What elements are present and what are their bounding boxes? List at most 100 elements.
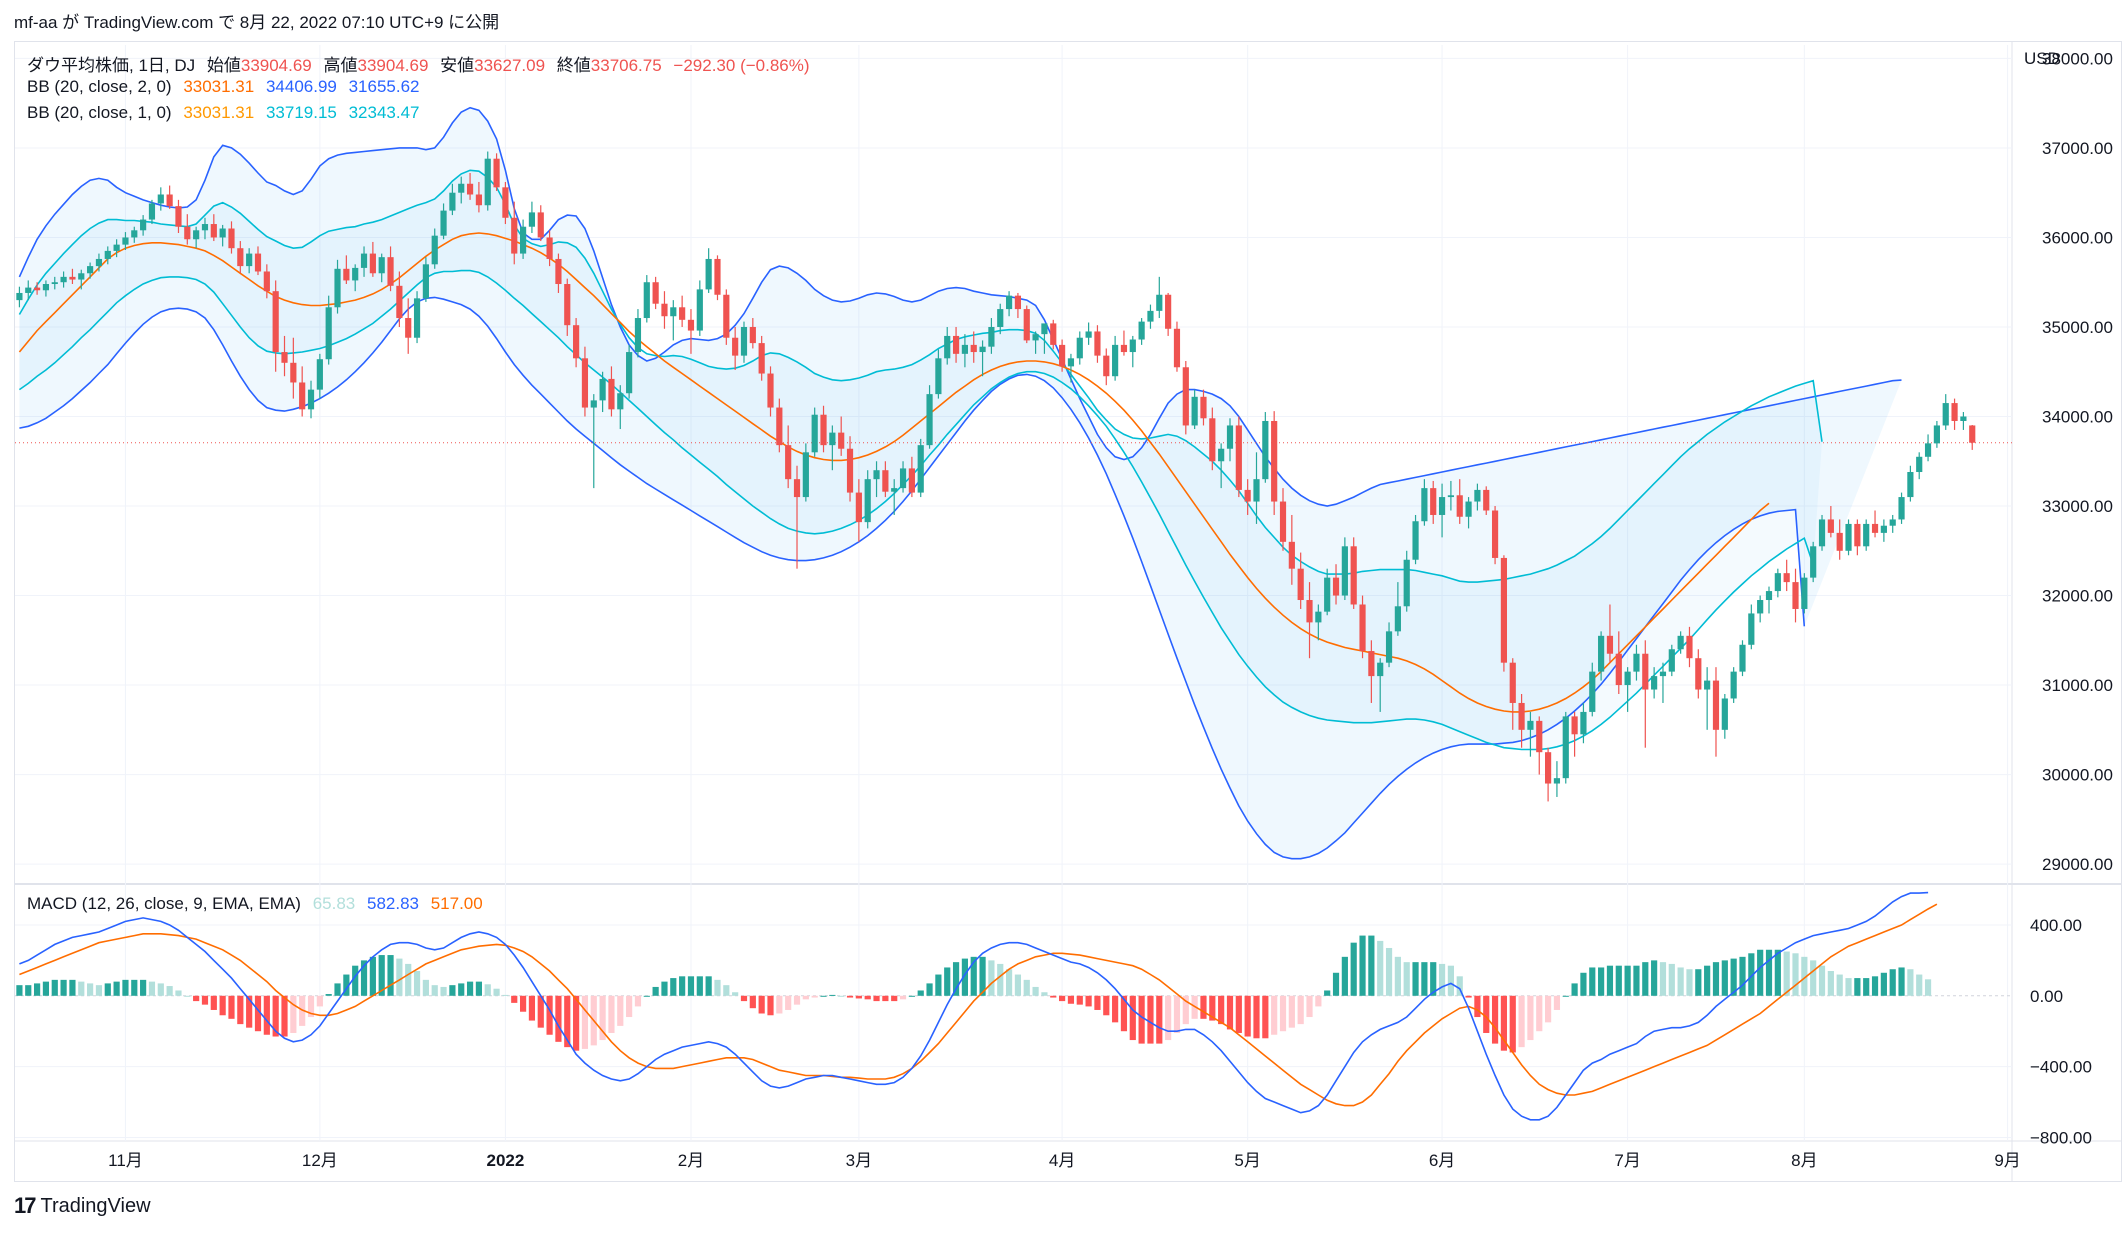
candle <box>1536 716 1543 775</box>
macd-histogram-bar <box>140 979 147 996</box>
candle-body <box>263 271 270 292</box>
candle <box>1297 552 1304 609</box>
macd-histogram-bar <box>290 995 297 1033</box>
candle-body <box>873 470 880 480</box>
candle-body <box>272 291 279 353</box>
macd-histogram-bar <box>873 995 880 1002</box>
candle-body <box>1253 479 1260 502</box>
macd-histogram-bar <box>263 995 270 1035</box>
candle-body <box>1191 396 1198 426</box>
macd-histogram-bar <box>16 985 23 996</box>
macd-histogram-bar <box>1438 963 1446 996</box>
candle <box>1898 492 1905 524</box>
macd-histogram-bar <box>581 995 589 1049</box>
bb2-legend[interactable]: BB (20, close, 2, 0) 33031.31 34406.99 3… <box>27 77 427 97</box>
candle-body <box>997 309 1004 327</box>
candle <box>891 479 898 515</box>
macd-histogram-bar <box>855 995 862 999</box>
macd-histogram-bar <box>484 984 491 996</box>
candle <box>1801 573 1808 614</box>
macd-histogram-bar <box>1014 974 1022 996</box>
macd-histogram-bar <box>1642 962 1649 996</box>
macd-histogram-bar <box>405 963 412 996</box>
candle-body <box>1156 294 1163 311</box>
macd-histogram-bar <box>78 981 85 996</box>
chart-frame[interactable] <box>14 41 2122 1182</box>
macd-histogram-bar <box>626 995 633 1018</box>
macd-histogram-bar <box>1138 995 1145 1044</box>
candle <box>855 479 862 542</box>
candle-body <box>573 325 580 359</box>
candle <box>705 248 712 293</box>
candle-body <box>1615 653 1622 686</box>
candle-body <box>449 192 456 211</box>
candle <box>1005 291 1013 317</box>
candle <box>1279 488 1287 551</box>
candle-body <box>537 212 544 238</box>
candle-body <box>95 258 103 267</box>
candle <box>175 199 182 233</box>
candle <box>1156 276 1163 319</box>
candle <box>1730 667 1737 703</box>
candle <box>1871 510 1879 538</box>
candle-body <box>1483 489 1490 511</box>
candle-body <box>581 358 589 408</box>
macd-histogram-bar <box>1359 935 1366 996</box>
candle-body <box>1315 611 1322 623</box>
candle <box>1863 519 1870 551</box>
candle <box>1165 292 1172 336</box>
price-tick-label: 34000.00 <box>2042 408 2113 427</box>
macd-legend[interactable]: MACD (12, 26, close, 9, EMA, EMA) 65.83 … <box>27 894 490 914</box>
candle <box>1182 361 1189 435</box>
candle <box>42 280 50 297</box>
candle-body <box>1341 546 1348 596</box>
candle <box>69 268 76 285</box>
macd-histogram-bar <box>131 979 138 996</box>
bb1-legend[interactable]: BB (20, close, 1, 0) 33031.31 33719.15 3… <box>27 103 427 123</box>
candle <box>422 257 429 302</box>
tradingview-logo[interactable]: 17 TradingView <box>14 1193 151 1219</box>
macd-histogram-bar <box>272 995 279 1037</box>
candle <box>1359 595 1366 659</box>
candle-body <box>1712 680 1720 730</box>
candle <box>25 280 32 301</box>
candle <box>431 228 438 269</box>
macd-histogram-bar <box>1447 965 1454 996</box>
candle <box>1041 323 1048 354</box>
candle-body <box>122 237 129 245</box>
macd-histogram-bar <box>1801 956 1808 996</box>
macd-histogram-bar <box>617 995 624 1026</box>
candle-body <box>555 258 562 285</box>
macd-histogram-bar <box>705 976 712 996</box>
candle <box>1642 640 1649 748</box>
candle-body <box>1023 309 1030 341</box>
candle <box>758 335 765 381</box>
macd-histogram-bar <box>1412 962 1419 996</box>
candle-body <box>193 230 200 240</box>
candle-body <box>60 276 67 283</box>
candle-body <box>1324 577 1331 612</box>
candle <box>1562 711 1569 784</box>
candle-body <box>1165 294 1172 329</box>
candle <box>511 201 518 265</box>
candle-body <box>1262 420 1269 480</box>
candle <box>484 151 491 211</box>
candle-body <box>1430 488 1437 515</box>
candle-body <box>78 273 85 280</box>
candle-body <box>1014 295 1022 310</box>
macd-histogram-bar <box>1704 965 1711 996</box>
candle <box>1889 514 1896 533</box>
candle-body <box>1244 489 1251 502</box>
macd-histogram-bar <box>1571 983 1578 996</box>
candle-body <box>1447 495 1454 498</box>
candle-body <box>201 224 209 231</box>
candle <box>396 271 403 327</box>
candle-body <box>413 298 421 338</box>
candle <box>1651 667 1658 699</box>
time-tick-label: 2月 <box>678 1151 704 1170</box>
symbol-label[interactable]: ダウ平均株価, 1日, DJ <box>27 56 196 75</box>
macd-histogram-bar <box>961 958 968 996</box>
candle-body <box>670 307 677 317</box>
candle-body <box>466 183 474 195</box>
